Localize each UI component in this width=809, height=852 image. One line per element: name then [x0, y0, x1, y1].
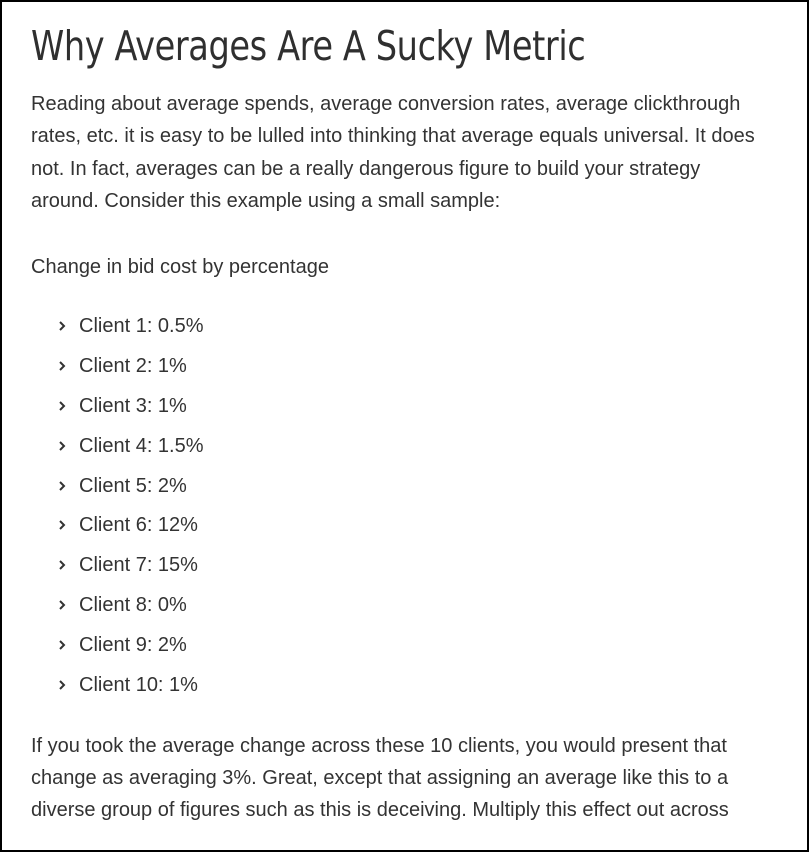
list-item-text: Client 7: 15%	[79, 554, 198, 577]
intro-line: rates, etc. it is easy to be lulled into…	[31, 125, 755, 148]
chevron-right-icon	[56, 633, 68, 657]
list-item: Client 7: 15%	[31, 553, 807, 577]
chevron-right-icon	[56, 314, 68, 338]
article-title: Why Averages Are A Sucky Metric	[31, 22, 586, 70]
list-item: Client 6: 12%	[31, 513, 807, 537]
intro-paragraph: Reading about average spends, average co…	[31, 88, 807, 217]
intro-line: Reading about average spends, average co…	[31, 93, 741, 115]
list-item: Client 3: 1%	[31, 394, 807, 418]
chevron-right-icon	[56, 553, 68, 577]
chevron-right-icon	[56, 673, 68, 697]
chevron-right-icon	[56, 354, 68, 378]
outro-paragraph: If you took the average change across th…	[31, 730, 807, 827]
list-item: Client 2: 1%	[31, 354, 807, 378]
chevron-right-icon	[56, 434, 68, 458]
list-item-text: Client 1: 0.5%	[79, 315, 204, 338]
list-item-text: Client 4: 1.5%	[79, 434, 204, 457]
list-item: Client 5: 2%	[31, 474, 807, 498]
intro-line: around. Consider this example using a sm…	[31, 189, 501, 212]
client-change-list: Client 1: 0.5% Client 2: 1% Client 3: 1%…	[31, 314, 807, 697]
chevron-right-icon	[56, 474, 68, 498]
outro-line: If you took the average change across th…	[31, 734, 727, 757]
list-item-text: Client 10: 1%	[79, 673, 198, 696]
list-item-text: Client 3: 1%	[79, 395, 187, 418]
list-item: Client 1: 0.5%	[31, 314, 807, 338]
article: Why Averages Are A Sucky Metric Reading …	[31, 16, 807, 827]
list-item: Client 8: 0%	[31, 593, 807, 617]
list-item-text: Client 8: 0%	[79, 594, 187, 617]
list-label: Change in bid cost by percentage	[31, 256, 329, 279]
list-item: Client 9: 2%	[31, 633, 807, 657]
intro-line: not. In fact, averages can be a really d…	[31, 157, 701, 180]
list-item-text: Client 9: 2%	[79, 633, 187, 656]
chevron-right-icon	[56, 513, 68, 537]
list-item: Client 10: 1%	[31, 673, 807, 697]
outro-line: change as averaging 3%. Great, except th…	[31, 766, 729, 789]
chevron-right-icon	[56, 593, 68, 617]
list-item-text: Client 2: 1%	[79, 355, 187, 378]
list-item: Client 4: 1.5%	[31, 434, 807, 458]
outro-line: diverse group of figures such as this is…	[31, 799, 729, 822]
chevron-right-icon	[56, 394, 68, 418]
list-item-text: Client 6: 12%	[79, 514, 198, 537]
list-item-text: Client 5: 2%	[79, 474, 187, 497]
